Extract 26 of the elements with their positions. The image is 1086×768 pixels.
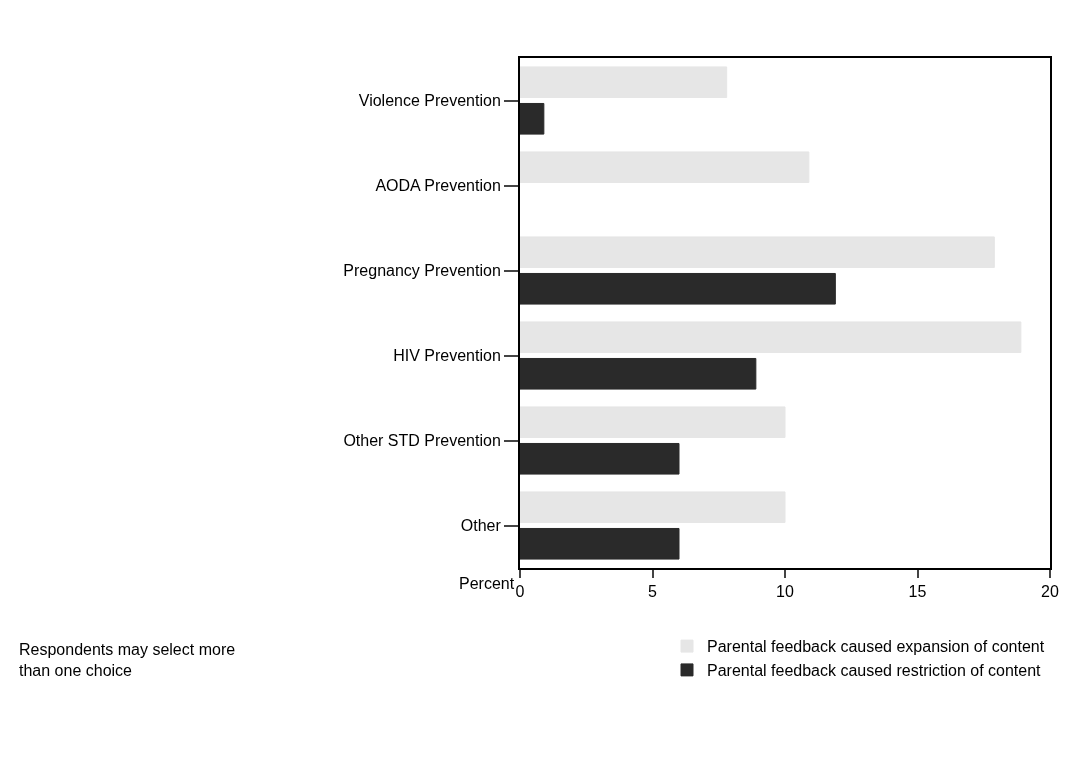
x-tick-label: 15: [908, 583, 927, 601]
x-tick-label: 20: [1041, 583, 1059, 601]
x-axis-title: Percent: [459, 575, 515, 592]
bar: [520, 102, 545, 135]
bar: [520, 272, 836, 305]
bar: [520, 321, 1022, 354]
text: Respondents may select more than one choice: [19, 641, 236, 679]
bar: [520, 527, 680, 560]
bar: [520, 491, 786, 524]
legend-label: Parental feedback caused expansion of content: [707, 638, 1045, 656]
y-tick-label: Pregnancy Prevention: [343, 262, 501, 280]
y-tick-label: Violence Prevention: [358, 92, 501, 110]
x-tick-label: 0: [515, 583, 525, 601]
bar: [520, 66, 728, 99]
bar: [520, 357, 757, 390]
y-tick-label: HIV Prevention: [393, 347, 501, 365]
bar: [520, 406, 786, 439]
bar: [520, 442, 680, 475]
y-tick-label: AODA Prevention: [375, 177, 501, 195]
y-tick-label: Other STD Prevention: [343, 432, 501, 450]
y-tick-label: Other: [460, 517, 502, 535]
bar: [520, 151, 810, 184]
legend-label: Parental feedback caused restriction of content: [707, 662, 1042, 680]
bar: [520, 236, 995, 269]
x-tick-label: 10: [776, 583, 794, 601]
x-tick-label: 5: [648, 583, 658, 601]
